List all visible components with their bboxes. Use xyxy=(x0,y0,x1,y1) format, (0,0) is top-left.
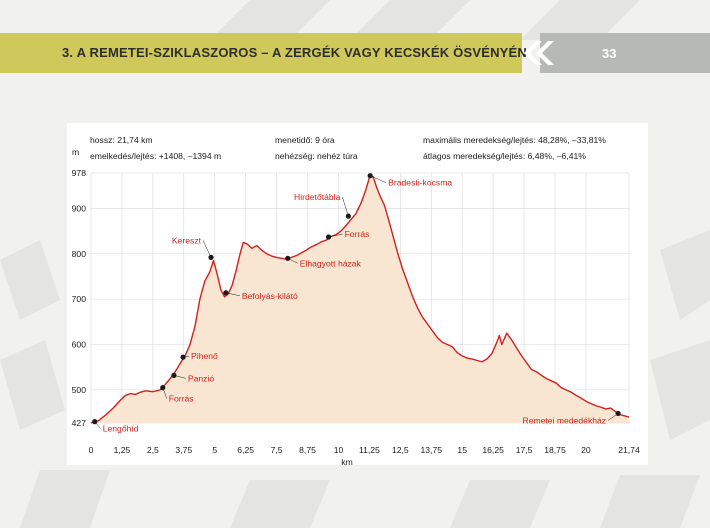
x-tick-label: 13,75 xyxy=(421,445,443,455)
poi-marker xyxy=(223,290,229,296)
x-tick-label: 6,25 xyxy=(237,445,254,455)
info-difficulty: nehézség: nehéz túra xyxy=(275,151,358,161)
x-tick-label: 3,75 xyxy=(175,445,192,455)
elevation-profile-chart: hossz: 21,74 km emelkedés/lejtés: +1408,… xyxy=(72,135,640,465)
poi-label: Bradesti-kocsma xyxy=(388,178,452,188)
poi-label: Pihenő xyxy=(191,351,218,361)
poi-label: Hirdetőtábla xyxy=(294,192,341,202)
poi-label: Befolyás-kilátó xyxy=(242,291,298,301)
info-duration: menetidő: 9 óra xyxy=(275,135,335,145)
page-number-tab xyxy=(540,33,710,73)
poi-marker xyxy=(615,410,621,417)
y-tick-label: 500 xyxy=(72,385,87,395)
poi-label: Forrás xyxy=(169,394,194,404)
profile-line xyxy=(90,175,630,424)
poi-marker xyxy=(180,354,186,360)
y-tick-label: 900 xyxy=(72,203,87,213)
poi-marker xyxy=(345,213,351,219)
poi-label: Kereszt xyxy=(172,235,202,245)
y-tick-label: 800 xyxy=(72,249,87,259)
poi-marker xyxy=(285,255,291,261)
poi-leader xyxy=(202,240,212,258)
x-tick-label: 17,5 xyxy=(516,445,533,455)
info-max-gradient: maximális meredekség/lejtés: 48,28%, –33… xyxy=(423,135,606,145)
header-band xyxy=(0,33,522,73)
elevation-chart-card: hossz: 21,74 km emelkedés/lejtés: +1408,… xyxy=(67,123,648,465)
poi-marker xyxy=(208,254,214,260)
y-tick-label: 700 xyxy=(72,294,87,304)
poi-label: Panzió xyxy=(188,373,214,383)
x-tick-label: 10 xyxy=(334,445,344,455)
x-tick-label: 5 xyxy=(212,445,217,455)
x-tick-label: 21,74 xyxy=(618,445,640,455)
y-tick-label: 978 xyxy=(72,168,87,178)
poi-leader xyxy=(342,197,349,217)
x-tick-label: 2,5 xyxy=(147,445,159,455)
x-tick-label: 12,5 xyxy=(392,445,409,455)
poi-label: Forrás xyxy=(345,229,370,239)
profile-area xyxy=(91,176,629,423)
poi-leader xyxy=(370,175,387,183)
info-length: hossz: 21,74 km xyxy=(90,135,153,145)
x-axis-label: km xyxy=(341,457,352,465)
poi-label: Lengőhíd xyxy=(103,424,139,434)
page-title: 3. A REMETEI-SZIKLASZOROS – A ZERGÉK VAG… xyxy=(62,45,527,60)
info-ascent-descent: emelkedés/lejtés: +1408, –1394 m xyxy=(90,151,221,161)
chevron-arrows-icon xyxy=(524,41,554,65)
x-tick-label: 20 xyxy=(581,445,591,455)
info-avg-gradient: átlagos meredekség/lejtés: 6,48%, –6,41% xyxy=(423,151,586,161)
poi-marker xyxy=(160,385,166,391)
poi-marker xyxy=(92,419,98,425)
x-tick-label: 8,75 xyxy=(299,445,316,455)
x-tick-label: 0 xyxy=(89,445,94,455)
y-tick-label: 427 xyxy=(72,418,87,428)
y-tick-label: 600 xyxy=(72,340,87,350)
x-tick-label: 16,25 xyxy=(482,445,504,455)
poi-label: Elhagyott házak xyxy=(300,258,362,268)
poi-label: Remetei mededékház xyxy=(523,415,607,425)
poi-marker xyxy=(367,173,373,179)
y-axis-label: m xyxy=(72,147,79,157)
x-tick-label: 11,25 xyxy=(359,445,380,455)
x-tick-label: 15 xyxy=(457,445,467,455)
poi-marker xyxy=(325,234,332,240)
poi-marker xyxy=(171,372,177,378)
x-tick-label: 1,25 xyxy=(114,445,131,455)
page-number: 33 xyxy=(602,46,617,61)
x-tick-label: 18,75 xyxy=(544,445,566,455)
x-tick-label: 7,5 xyxy=(271,445,283,455)
